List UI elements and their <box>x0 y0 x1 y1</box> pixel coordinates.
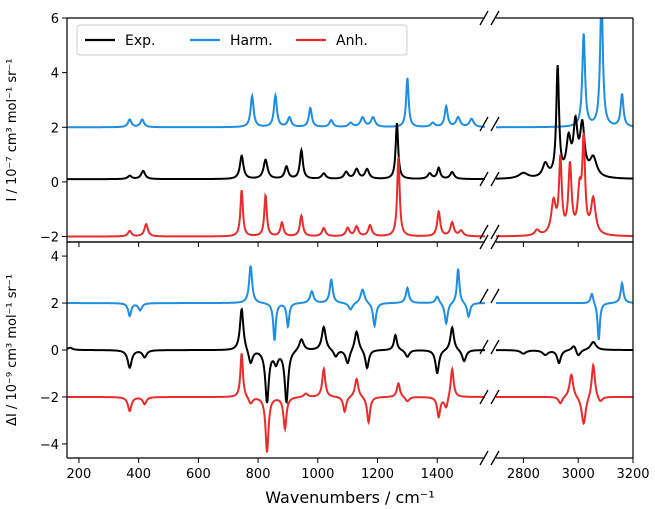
y-tick-label: −2 <box>40 231 59 246</box>
break-slash <box>479 224 489 240</box>
x-ticks: 200 400 600 800 1000 1200 1400 2800 3000 3200 <box>67 242 650 482</box>
break-slash <box>490 339 500 355</box>
top-y-axis-label: I / 10⁻⁷ cm³ mol⁻¹ sr⁻¹ <box>5 58 20 201</box>
bottom-panel: −4 −2 0 2 4 200 400 600 800 1000 1200 1400 2800 3000… <box>5 242 650 507</box>
y-tick-label: 0 <box>51 176 59 191</box>
x-axis-label: Wavenumbers / cm⁻¹ <box>265 488 435 507</box>
break-slash <box>479 171 489 187</box>
bottom-series-exp-segment-1 <box>67 307 486 405</box>
y-tick-label: −4 <box>40 438 59 453</box>
x-tick-label: 3200 <box>616 467 649 482</box>
top-series-exp-segment-2 <box>495 65 633 180</box>
x-tick-label: 3000 <box>562 467 595 482</box>
top-series-group <box>67 18 633 238</box>
legend-label-harm: Harm. <box>230 33 273 49</box>
x-tick-label: 800 <box>246 467 271 482</box>
break-slash <box>490 389 500 405</box>
bottom-y-ticks: −4 −2 0 2 4 <box>40 250 67 453</box>
break-slash <box>490 171 500 187</box>
break-slash <box>479 288 489 304</box>
legend-label-exp: Exp. <box>125 33 155 49</box>
bottom-series-harm-segment-1 <box>67 265 486 341</box>
axes-frames <box>66 17 634 459</box>
break-slash <box>479 339 489 355</box>
top-panel: −2 0 2 4 6 I / 10⁻⁷ cm³ mol⁻¹ sr⁻¹ <box>5 12 633 246</box>
top-series-harm-segment-2 <box>496 18 633 129</box>
break-slash <box>490 10 500 26</box>
x-tick-label: 600 <box>186 467 211 482</box>
break-slash <box>490 234 500 250</box>
bottom-series-anh-segment-2 <box>496 362 633 426</box>
break-slash <box>490 224 500 240</box>
x-tick-label: 1400 <box>421 467 454 482</box>
y-tick-label: 2 <box>51 121 59 136</box>
y-tick-label: 6 <box>51 12 59 27</box>
legend-label-anh: Anh. <box>336 33 368 49</box>
top-series-anh-segment-2 <box>496 132 633 238</box>
top-y-ticks: −2 0 2 4 6 <box>40 12 67 246</box>
break-slash <box>479 450 489 466</box>
x-tick-label: 1200 <box>361 467 394 482</box>
break-slash <box>479 10 489 26</box>
break-slash <box>479 389 489 405</box>
break-slash <box>490 450 500 466</box>
x-tick-label: 200 <box>67 467 92 482</box>
x-tick-label: 400 <box>126 467 151 482</box>
top-series-harm-segment-1 <box>67 77 486 129</box>
y-tick-label: 2 <box>51 297 59 312</box>
legend-box <box>76 24 408 56</box>
bottom-series-group <box>67 265 633 453</box>
top-series-anh-segment-1 <box>67 156 485 238</box>
bottom-series-harm-segment-2 <box>496 280 633 341</box>
break-slash <box>490 288 500 304</box>
legend: Exp. Harm. Anh. <box>76 24 408 56</box>
y-tick-label: 4 <box>51 250 59 265</box>
top-series-exp-segment-1 <box>67 122 485 181</box>
break-slash <box>479 234 489 250</box>
y-tick-label: −2 <box>40 391 59 406</box>
x-tick-label: 2800 <box>507 467 540 482</box>
break-slash <box>479 116 489 132</box>
axis-break-marks <box>479 10 500 466</box>
x-tick-label: 1000 <box>301 467 334 482</box>
bottom-series-exp-segment-2 <box>496 340 633 365</box>
y-tick-label: 4 <box>51 67 59 82</box>
bottom-series-anh-segment-1 <box>67 353 485 453</box>
break-slash <box>490 116 500 132</box>
y-tick-label: 0 <box>51 344 59 359</box>
bottom-y-axis-label: ΔI / 10⁻⁹ cm³ mol⁻¹ sr⁻¹ <box>5 274 20 426</box>
